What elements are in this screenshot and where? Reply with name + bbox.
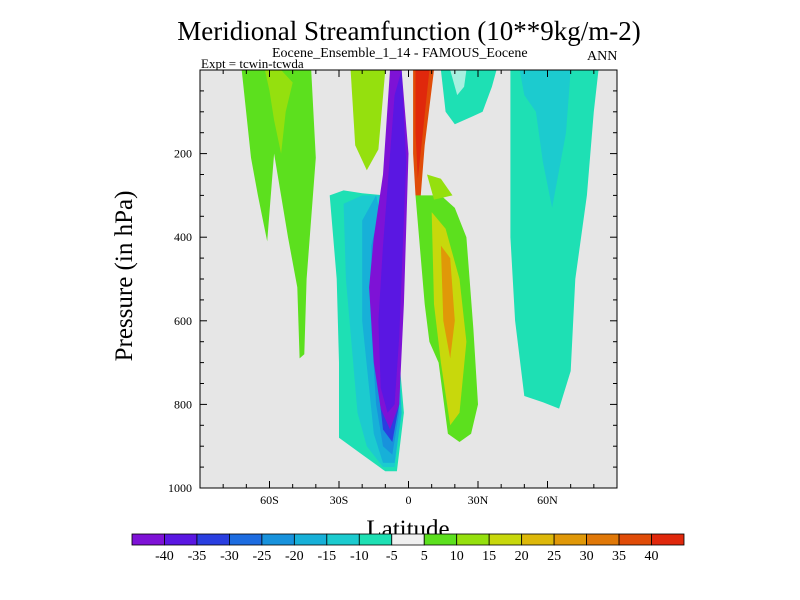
contour-region-purple-35 bbox=[378, 70, 407, 413]
y-tick-label: 1000 bbox=[168, 481, 192, 495]
contour-region-orange-north-20 bbox=[440, 245, 455, 359]
contour-region-yellowgreen-south-60 bbox=[264, 70, 293, 154]
colorbar-swatch bbox=[553, 533, 587, 546]
colorbar-label: 35 bbox=[612, 549, 626, 564]
colorbar-swatch bbox=[423, 533, 458, 546]
colorbar-label: -20 bbox=[285, 549, 304, 564]
season-label: ANN bbox=[587, 49, 618, 64]
colorbar-label: -35 bbox=[188, 549, 207, 564]
colorbar-label: -10 bbox=[350, 549, 369, 564]
colorbar-label: -25 bbox=[253, 549, 272, 564]
experiment-label: Expt = tcwin-tcwda bbox=[201, 56, 304, 71]
colorbar-label: 25 bbox=[547, 549, 561, 564]
contour-region-yellow-north-20-top bbox=[427, 174, 453, 200]
colorbar-swatch bbox=[196, 533, 230, 546]
x-tick-label: 60S bbox=[260, 493, 279, 507]
colorbar-swatch bbox=[293, 533, 328, 546]
colorbar-label: -30 bbox=[220, 549, 239, 564]
chart-title: Meridional Streamfunction (10**9kg/m-2) bbox=[177, 16, 641, 46]
y-tick-label: 400 bbox=[174, 230, 192, 244]
colorbar-label: 20 bbox=[515, 549, 529, 564]
chart-subtitle: Eocene_Ensemble_1_14 - FAMOUS_Eocene bbox=[272, 46, 528, 61]
x-tick-label: 30N bbox=[468, 493, 489, 507]
contour-region-cyan-north-30-light bbox=[450, 70, 467, 96]
y-tick-label: 800 bbox=[174, 397, 192, 411]
colorbar-label: 15 bbox=[482, 549, 496, 564]
colorbar-swatch bbox=[488, 533, 523, 546]
colorbar-label: 30 bbox=[580, 549, 594, 564]
colorbar-label: 40 bbox=[645, 549, 659, 564]
colorbar-swatch bbox=[261, 533, 295, 546]
contour-region-green-south-10 bbox=[350, 70, 386, 171]
x-tick-label: 0 bbox=[406, 493, 412, 507]
colorbar-label: -5 bbox=[386, 549, 398, 564]
colorbar-label: 5 bbox=[421, 549, 428, 564]
colorbar-swatch bbox=[164, 533, 198, 546]
contour-region-green-south-60 bbox=[241, 70, 316, 359]
contour-region-cyan-north-60-dark bbox=[519, 70, 571, 208]
colorbar-swatch bbox=[651, 533, 685, 546]
x-tick-label: 30S bbox=[330, 493, 349, 507]
colorbar-swatch bbox=[618, 533, 652, 546]
y-tick-label: 600 bbox=[174, 314, 192, 328]
colorbar-swatch bbox=[229, 533, 263, 546]
colorbar-swatch bbox=[586, 533, 620, 546]
colorbar-swatch bbox=[131, 533, 165, 546]
x-tick-label: 60N bbox=[537, 493, 558, 507]
colorbar-swatch bbox=[391, 533, 425, 546]
colorbar-swatch bbox=[326, 533, 360, 546]
colorbar-swatch bbox=[521, 533, 555, 546]
contour-region-cyan-north-60 bbox=[510, 70, 599, 409]
colorbar-swatch bbox=[456, 533, 490, 546]
colorbar-swatch bbox=[358, 533, 393, 546]
contour-region-red-north-equator bbox=[415, 70, 430, 179]
colorbar-label: -40 bbox=[155, 549, 174, 564]
y-tick-label: 200 bbox=[174, 147, 192, 161]
colorbar-label: -15 bbox=[317, 549, 336, 564]
colorbar-label: 10 bbox=[450, 549, 464, 564]
